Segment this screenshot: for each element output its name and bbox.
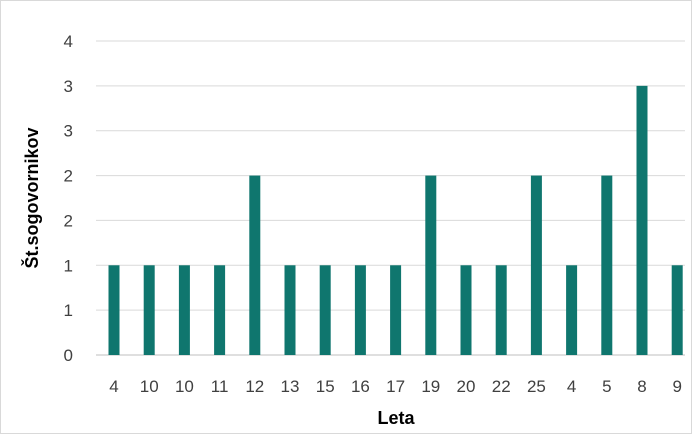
y-tick-label: 3 xyxy=(64,122,73,141)
bar xyxy=(143,265,155,355)
bar xyxy=(214,265,226,355)
bar xyxy=(249,175,261,355)
bar xyxy=(566,265,578,355)
x-tick-label: 25 xyxy=(527,377,546,396)
bar xyxy=(425,175,437,355)
x-tick-label: 13 xyxy=(281,377,300,396)
x-tick-label: 11 xyxy=(211,377,229,396)
bar xyxy=(671,265,683,355)
x-tick-label: 8 xyxy=(637,377,646,396)
y-tick-label: 2 xyxy=(64,211,73,230)
x-tick-label: 4 xyxy=(109,377,118,396)
x-tick-label: 4 xyxy=(567,377,576,396)
y-axis: 0 1 1 2 2 3 3 4 xyxy=(64,32,73,365)
x-tick-label: 16 xyxy=(351,377,370,396)
x-axis: 4 10 10 11 12 13 15 16 17 19 20 22 25 4 5 8 9 xyxy=(109,377,682,396)
y-tick-label: 4 xyxy=(64,32,73,51)
x-tick-label: 12 xyxy=(245,377,264,396)
bar xyxy=(460,265,472,355)
y-tick-label: 3 xyxy=(64,77,73,96)
y-tick-label: 0 xyxy=(64,346,73,365)
bar xyxy=(495,265,507,355)
bars xyxy=(108,85,683,355)
x-tick-label: 10 xyxy=(175,377,194,396)
bar xyxy=(636,85,648,355)
y-tick-label: 1 xyxy=(64,301,73,320)
x-tick-label: 5 xyxy=(602,377,611,396)
bar xyxy=(108,265,120,355)
x-tick-label: 10 xyxy=(140,377,159,396)
x-tick-label: 9 xyxy=(672,377,681,396)
y-axis-title: Št.sogovornikov xyxy=(21,127,42,268)
y-tick-label: 1 xyxy=(64,256,73,275)
bar xyxy=(601,175,613,355)
bar xyxy=(178,265,190,355)
x-tick-label: 15 xyxy=(316,377,335,396)
bar xyxy=(530,175,542,355)
bar xyxy=(284,265,296,355)
x-tick-label: 20 xyxy=(457,377,476,396)
bar xyxy=(354,265,366,355)
x-tick-label: 17 xyxy=(386,377,405,396)
bar xyxy=(319,265,331,355)
x-axis-title: Leta xyxy=(377,408,415,428)
y-tick-label: 2 xyxy=(64,167,73,186)
x-tick-label: 22 xyxy=(492,377,511,396)
bar xyxy=(390,265,402,355)
x-tick-label: 19 xyxy=(421,377,440,396)
